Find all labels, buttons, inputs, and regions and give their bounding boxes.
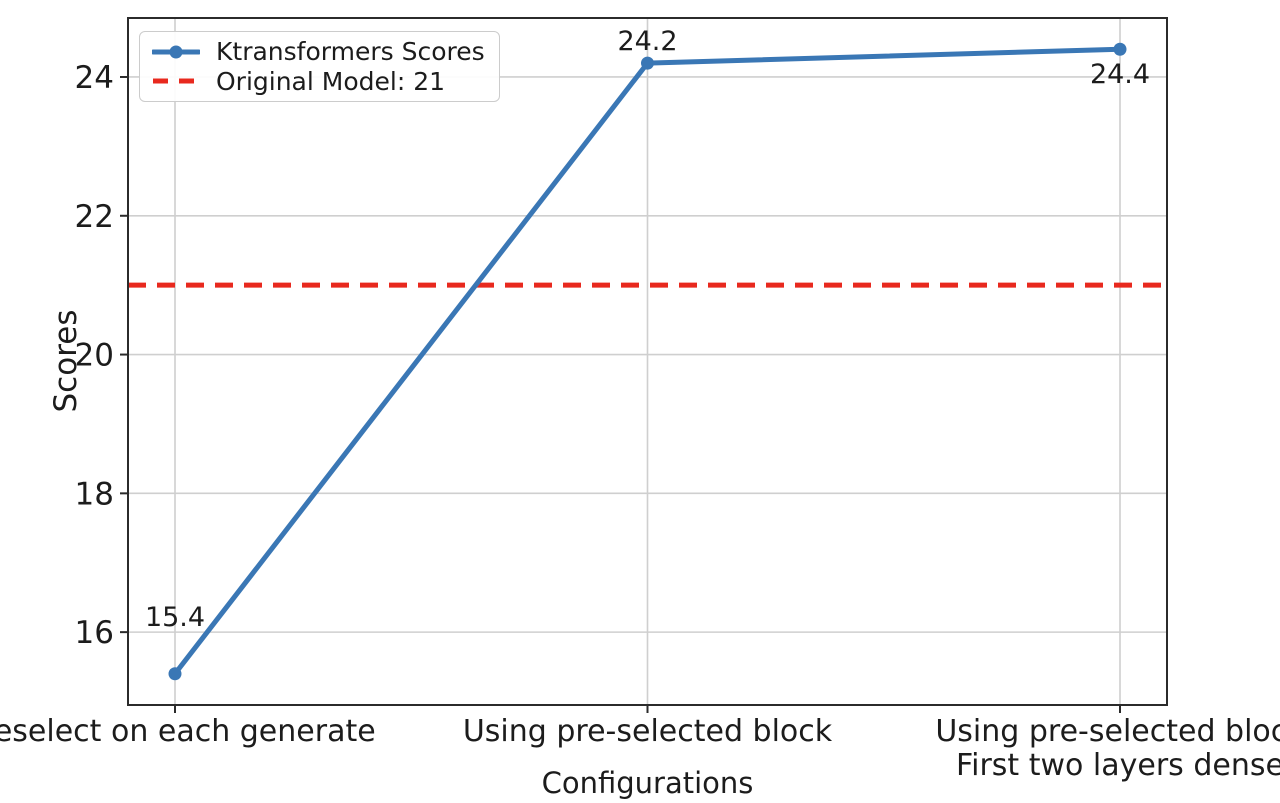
legend: Ktransformers Scores Original Model: 21	[139, 31, 500, 102]
x-tick-label: Using pre-selected block	[935, 714, 1280, 749]
x-axis-title: Configurations	[541, 766, 754, 800]
plot-border	[127, 17, 1168, 706]
data-point	[641, 56, 654, 70]
y-tick-label: 18	[75, 476, 114, 512]
y-tick-label: 20	[75, 338, 114, 374]
x-tick-label: Reselect on each generate	[0, 714, 376, 749]
data-point-label: 24.2	[617, 26, 677, 57]
line-marker-sample-icon	[152, 45, 200, 59]
x-tick-label: First two layers dense	[956, 748, 1280, 783]
data-point-label: 15.4	[145, 602, 205, 633]
y-axis-title: Scores	[48, 309, 84, 413]
y-tick-label: 24	[75, 60, 114, 96]
legend-reference-label: Original Model: 21	[216, 66, 446, 96]
x-tick-label: Using pre-selected block	[463, 714, 833, 749]
legend-series-label: Ktransformers Scores	[216, 37, 485, 66]
data-point	[1113, 42, 1127, 56]
y-tick-label: 16	[75, 615, 114, 651]
dashed-line-sample-icon	[153, 78, 199, 84]
y-tick-label: 22	[75, 199, 114, 235]
data-point	[168, 667, 182, 681]
data-point-label: 24.4	[1090, 59, 1150, 90]
legend-item-series: Ktransformers Scores	[152, 38, 485, 66]
legend-item-reference: Original Model: 21	[152, 66, 485, 96]
